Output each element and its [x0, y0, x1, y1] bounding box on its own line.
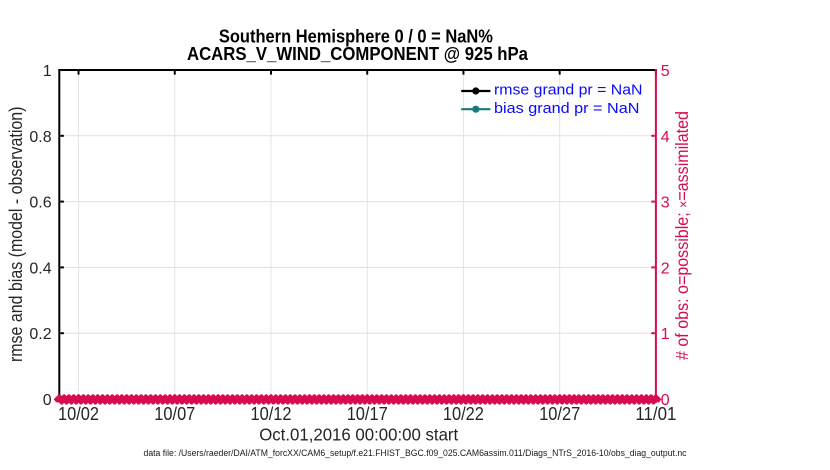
svg-text:rmse grand pr = NaN: rmse grand pr = NaN: [494, 82, 643, 99]
svg-text:rmse and bias (model - observa: rmse and bias (model - observation): [6, 107, 26, 363]
svg-text:Oct.01,2016 00:00:00 start: Oct.01,2016 00:00:00 start: [259, 425, 458, 445]
svg-text:ACARS_V_WIND_COMPONENT @ 925 h: ACARS_V_WIND_COMPONENT @ 925 hPa: [187, 44, 529, 64]
svg-text:bias grand pr = NaN: bias grand pr = NaN: [494, 100, 639, 117]
svg-text:# of obs: o=possible; ×=assimi: # of obs: o=possible; ×=assimilated: [672, 111, 692, 360]
svg-text:0: 0: [661, 392, 670, 409]
svg-text:10/12: 10/12: [251, 404, 292, 424]
svg-text:data file: /Users/raeder/DAI/A: data file: /Users/raeder/DAI/ATM_forcXX/…: [144, 448, 687, 458]
svg-text:3: 3: [661, 195, 670, 212]
svg-text:1: 1: [43, 63, 52, 80]
svg-text:10/02: 10/02: [58, 404, 99, 424]
svg-text:0.6: 0.6: [29, 195, 51, 212]
svg-text:2: 2: [661, 260, 670, 277]
svg-text:11/01: 11/01: [635, 404, 676, 424]
svg-text:Southern Hemisphere 0 / 0 = Na: Southern Hemisphere 0 / 0 = NaN%: [219, 27, 493, 47]
svg-text:4: 4: [661, 129, 670, 146]
svg-text:10/17: 10/17: [347, 404, 388, 424]
svg-text:0.2: 0.2: [29, 326, 51, 343]
svg-text:0: 0: [43, 392, 52, 409]
svg-text:1: 1: [661, 326, 670, 343]
svg-text:10/07: 10/07: [154, 404, 195, 424]
svg-text:10/22: 10/22: [443, 404, 484, 424]
svg-text:0.4: 0.4: [29, 260, 51, 277]
svg-text:0.8: 0.8: [29, 129, 51, 146]
svg-text:5: 5: [661, 63, 670, 80]
svg-text:10/27: 10/27: [539, 404, 580, 424]
